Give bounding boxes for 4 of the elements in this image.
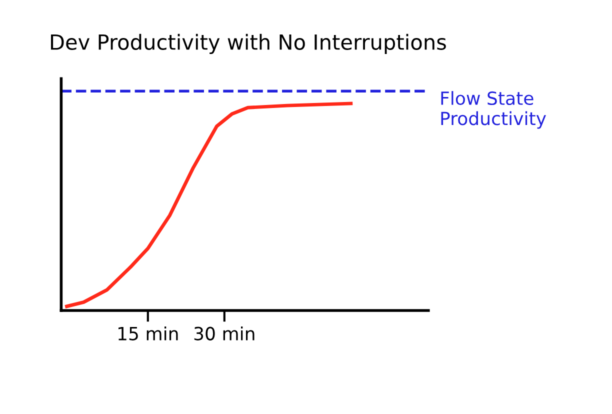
x-tick-label: 30 min	[194, 326, 254, 340]
chart-title: Dev Productivity with No Interruptions	[51, 34, 446, 54]
x-tick-label: 15 min	[118, 326, 178, 340]
ref-line-label: Flow State Productivity	[441, 91, 546, 129]
